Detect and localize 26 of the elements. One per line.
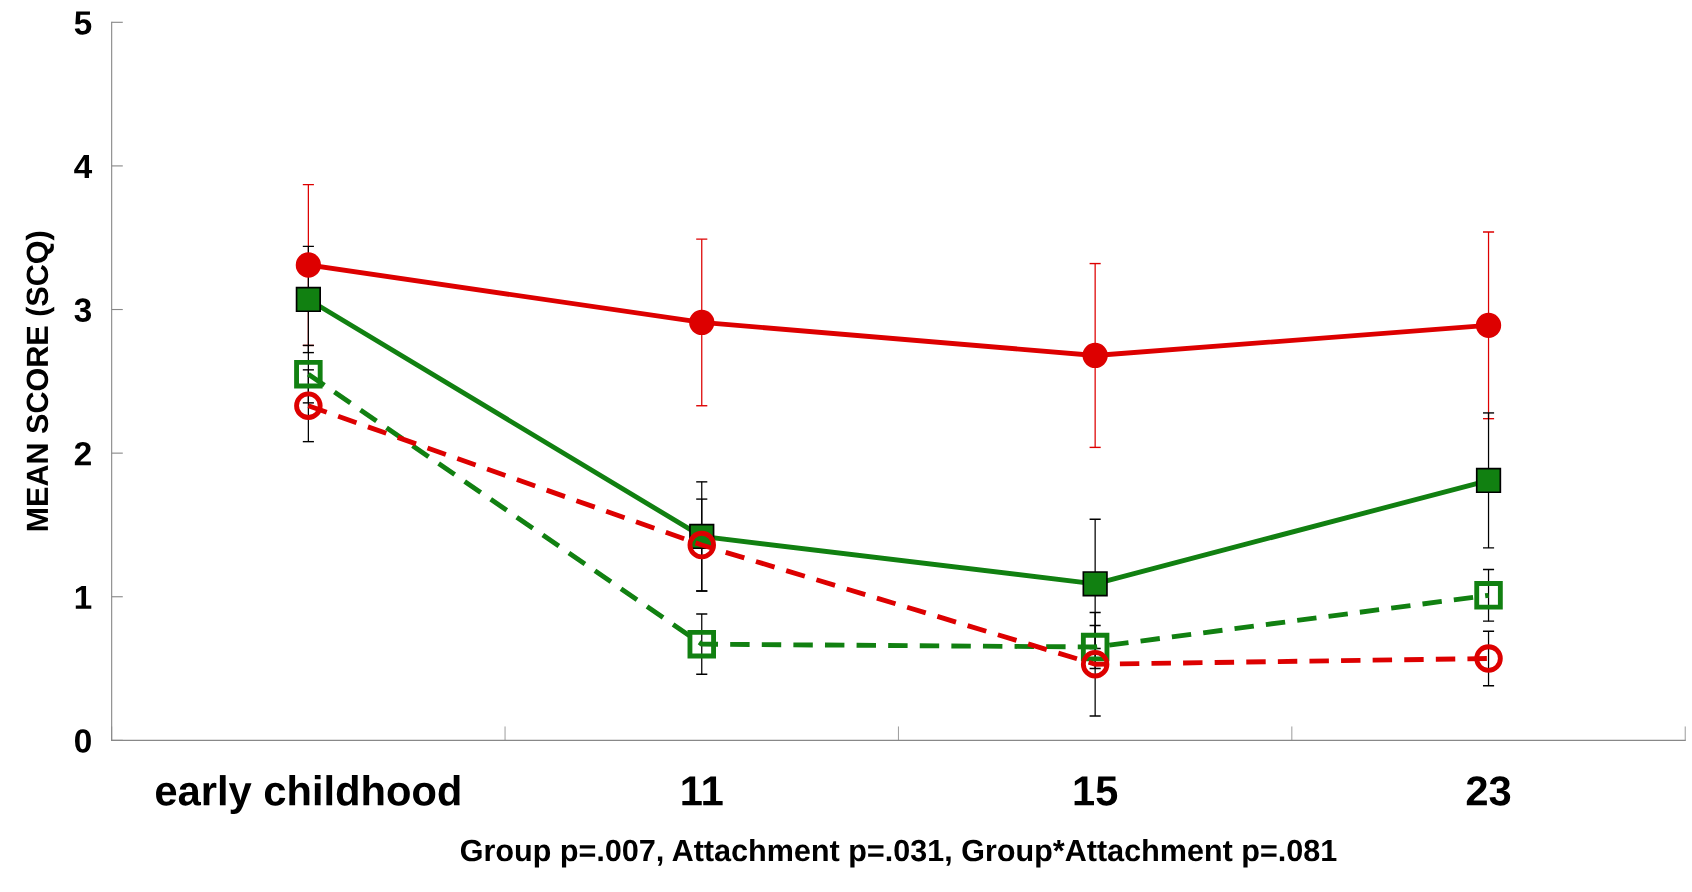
point	[295, 252, 322, 278]
y-tick-label: 2	[74, 441, 91, 466]
y-axis-title: MEAN SCORE (SCQ)	[25, 231, 55, 531]
point	[687, 629, 716, 659]
x-tick-label: 23	[1466, 776, 1511, 806]
y-tick-label: 5	[74, 11, 92, 35]
point	[295, 286, 322, 313]
point	[1475, 467, 1502, 494]
y-tick-label: 0	[75, 729, 91, 753]
point	[1475, 312, 1502, 338]
x-tick-label: 15	[1074, 776, 1118, 806]
x-tick-label: early childhood	[156, 775, 460, 814]
x-tick-label: 11	[682, 776, 723, 806]
point	[294, 359, 323, 389]
point	[687, 530, 716, 560]
x-axis-title: Group p=.007, Attachment p=.031, Group*Attachment p=.081	[460, 838, 1337, 868]
point	[1082, 342, 1108, 369]
y-tick-label: 3	[74, 298, 92, 322]
point	[294, 391, 323, 420]
point	[1474, 581, 1503, 610]
y-tick-label: 1	[75, 585, 92, 609]
y-tick-label: 4	[74, 155, 93, 178]
point	[1474, 644, 1503, 673]
point	[1082, 571, 1108, 597]
point	[1080, 650, 1110, 679]
point	[689, 309, 715, 336]
